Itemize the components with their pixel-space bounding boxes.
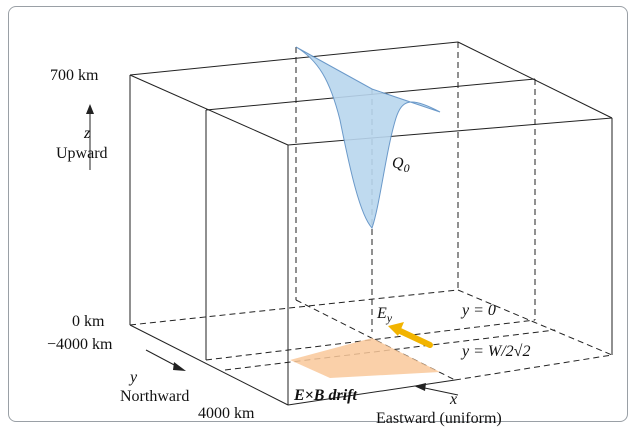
y-axis-name: Northward — [120, 388, 189, 405]
z-axis-arrow — [86, 104, 94, 170]
ey-arrow — [388, 322, 433, 348]
z-axis-name: Upward — [56, 145, 108, 162]
x-axis-name: Eastward (uniform) — [376, 410, 502, 427]
source-q0-shape — [295, 46, 441, 229]
z-top-label: 700 km — [50, 67, 99, 84]
x-axis-letter: x — [449, 391, 457, 408]
z-axis-letter: z — [83, 125, 91, 142]
source-label: Q0 — [392, 155, 410, 175]
drift-region — [290, 338, 440, 378]
box-wireframe — [129, 41, 613, 406]
x-axis-arrow — [414, 383, 459, 396]
drift-label: E×B drift — [293, 387, 357, 404]
field-label: Ey — [376, 305, 393, 325]
y-axis-arrow — [145, 349, 186, 371]
z-bottom-label: 0 km — [72, 313, 105, 330]
y-end-label: 4000 km — [198, 405, 255, 422]
y-start-label: −4000 km — [47, 336, 113, 353]
figure-frame — [8, 6, 628, 422]
plane-y0-label: y = 0 — [460, 302, 496, 319]
plane-yw-label: y = W/2√2 — [460, 343, 530, 360]
y-axis-letter: y — [128, 369, 138, 386]
